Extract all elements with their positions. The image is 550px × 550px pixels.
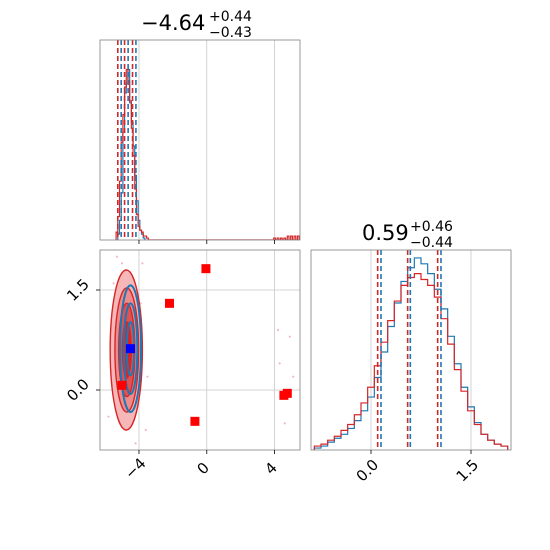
param2-title-main: 0.59	[362, 221, 409, 245]
histogram-param2-panel	[310, 249, 512, 451]
hist-series-b	[115, 68, 300, 240]
y-tick-label-0: 0.0	[63, 375, 93, 405]
faint-sample-0	[112, 282, 115, 285]
red-point-marker-3	[190, 416, 200, 426]
panel-frame	[99, 39, 301, 241]
red-point-marker-5	[282, 388, 292, 398]
red-point-marker-1	[164, 298, 174, 308]
x2-tick-label-1: 1.5	[453, 456, 483, 486]
faint-sample-4	[115, 255, 119, 258]
red-point-marker-2	[117, 380, 127, 390]
faint-sample-14	[120, 262, 124, 265]
param2-title-sub: −0.44	[410, 235, 453, 251]
param1-title-sup: +0.44	[209, 9, 252, 25]
faint-sample-1	[141, 262, 144, 265]
joint-density-panel	[99, 249, 301, 451]
param1-title-main: −4.64	[141, 11, 205, 35]
contour-a-level-1	[122, 302, 139, 395]
hist-plot-area	[313, 250, 509, 450]
faint-sample-9	[292, 375, 295, 378]
contour-a-level-0	[118, 284, 143, 413]
param2-title-sup: +0.46	[410, 219, 453, 235]
panel-frame	[99, 249, 301, 451]
faint-sample-13	[134, 442, 137, 445]
y-tick-label-1: 1.5	[63, 275, 93, 305]
param1-title-sub: −0.43	[209, 25, 252, 41]
x1-tick-label-1: 0	[194, 459, 213, 478]
joint-plot-area	[107, 255, 295, 445]
param2-title: 0.59 +0.46 −0.44	[362, 219, 453, 251]
x1-tick-label-2: 4	[261, 459, 280, 478]
hist-plot-area	[115, 40, 300, 240]
faint-sample-7	[288, 335, 291, 338]
panel-frame	[310, 249, 512, 451]
faint-sample-3	[144, 428, 147, 432]
x1-tick-label-0: −4	[121, 454, 149, 482]
faint-sample-2	[107, 415, 110, 418]
histogram-param1-panel	[99, 39, 301, 244]
faint-sample-6	[278, 362, 281, 365]
param1-title: −4.64 +0.44 −0.43	[141, 9, 252, 41]
faint-sample-12	[146, 375, 149, 378]
faint-sample-8	[283, 422, 286, 425]
faint-sample-10	[276, 328, 280, 332]
red-point-marker-0	[201, 264, 211, 274]
x2-tick-label-0: 0.0	[353, 456, 383, 486]
blue-point-marker	[126, 344, 136, 354]
